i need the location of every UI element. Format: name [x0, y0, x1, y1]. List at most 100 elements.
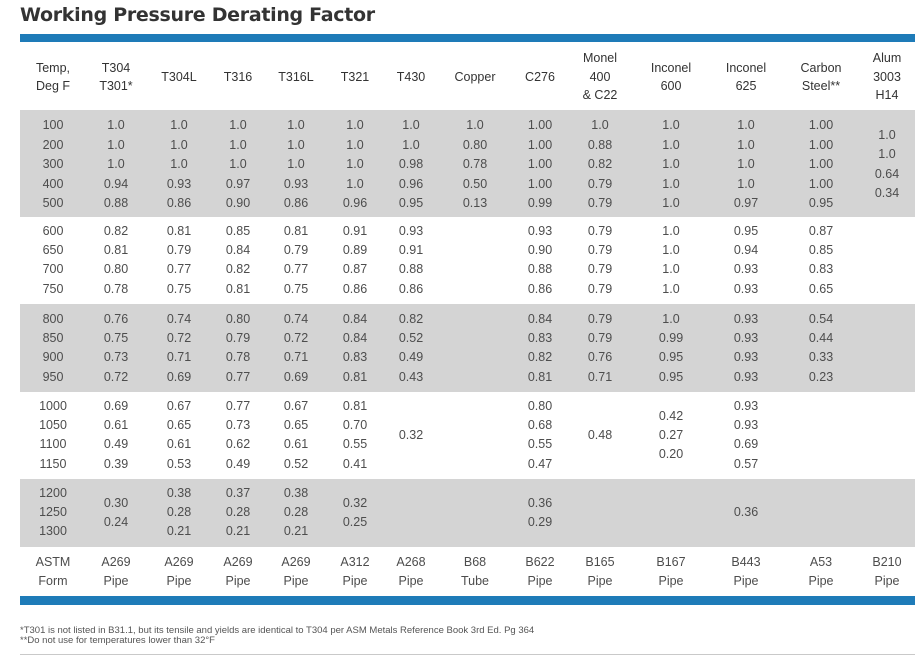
cell-copper: 1.0 — [466, 118, 484, 132]
header-line: Inconel — [725, 60, 767, 75]
cell-temp: 850 — [42, 331, 64, 346]
cell-copper: Tube — [460, 574, 490, 589]
cell-c276: 1.00 — [527, 176, 553, 191]
footnote-t301: *T301 is not listed in B31.1, but its te… — [20, 625, 535, 636]
cell-inconel-625: 0.93 — [733, 350, 759, 365]
cell-c276: 0.83 — [527, 331, 553, 346]
cell-inconel-625: 0.93 — [733, 262, 759, 277]
header-copper: Copper — [420, 68, 530, 87]
cell-t304: 0.80 — [103, 262, 129, 277]
header-line: H14 — [875, 88, 899, 103]
header-t304l: T304L — [124, 68, 234, 87]
cell-inconel-600: 0.99 — [658, 331, 684, 346]
cell-t316l: 0.72 — [283, 331, 309, 346]
cell-t316l: 1.0 — [287, 137, 305, 152]
shaded-row-group — [20, 479, 915, 547]
cell-t316: 0.49 — [225, 456, 251, 471]
header-line: T430 — [396, 69, 426, 84]
cell-t321: A312 — [340, 555, 370, 569]
cell-carbon-steel: 0.83 — [808, 262, 834, 277]
cell-t304l: 0.75 — [166, 281, 192, 296]
cell-t321: Pipe — [342, 574, 368, 589]
cell-t316: 0.78 — [225, 350, 251, 365]
cell-t430: 0.52 — [398, 331, 424, 346]
cell-c276: 0.80 — [527, 399, 553, 413]
cell-t304: 0.73 — [103, 350, 129, 365]
cell-carbon-steel: 0.33 — [808, 350, 834, 365]
cell-c276: 0.86 — [527, 281, 553, 296]
cell-carbon-steel: 0.23 — [808, 369, 834, 384]
cell-inconel-600: 0.42 — [658, 408, 684, 423]
cell-t316: 0.84 — [225, 243, 251, 258]
cell-t316l: 0.71 — [283, 350, 309, 365]
cell-inconel-600: B167 — [656, 555, 686, 569]
cell-t316l: Pipe — [283, 574, 309, 589]
cell-t304l: 0.38 — [166, 486, 192, 500]
cell-t316l: 0.28 — [283, 505, 309, 520]
cell-t321: 1.0 — [346, 176, 364, 191]
table-bottom-border — [20, 596, 915, 605]
cell-t430: 0.96 — [398, 176, 424, 191]
cell-inconel-600: 0.27 — [658, 427, 684, 442]
cell-t316l: 0.52 — [283, 456, 309, 471]
cell-monel: 0.88 — [587, 137, 613, 152]
header-line: & C22 — [582, 88, 618, 103]
cell-alum: 1.0 — [878, 127, 896, 142]
cell-t430: 0.82 — [398, 312, 424, 326]
cell-c276: 0.29 — [527, 514, 553, 529]
cell-temp: 1100 — [39, 437, 67, 452]
cell-t321: 0.83 — [342, 350, 368, 365]
cell-c276: 0.55 — [527, 437, 553, 452]
cell-monel: 0.48 — [587, 427, 613, 442]
cell-copper: 0.78 — [462, 157, 488, 171]
cell-alum: 1.0 — [878, 147, 896, 162]
cell-t304l: Pipe — [166, 574, 192, 589]
cell-carbon-steel: 0.95 — [808, 196, 834, 210]
cell-inconel-625: 0.93 — [733, 312, 759, 326]
cell-temp: 200 — [42, 137, 64, 152]
cell-t304: Pipe — [103, 574, 129, 589]
cell-carbon-steel: Pipe — [808, 574, 834, 589]
cell-c276: 0.68 — [527, 418, 553, 433]
header-line: Temp, — [35, 60, 71, 75]
table-top-border — [20, 34, 915, 42]
cell-t316l: 0.38 — [283, 486, 309, 500]
cell-t304l: 0.72 — [166, 331, 192, 346]
cell-inconel-600: 1.0 — [662, 262, 680, 277]
cell-inconel-625: 0.93 — [733, 418, 759, 433]
cell-t316: 1.0 — [229, 137, 247, 152]
cell-inconel-625: B443 — [731, 555, 761, 569]
cell-t304: 0.82 — [103, 224, 129, 238]
header-line: T316L — [278, 69, 314, 84]
cell-t316l: 0.61 — [283, 437, 309, 452]
cell-inconel-625: 0.93 — [733, 281, 759, 296]
cell-alum: 0.64 — [874, 166, 900, 181]
header-t316l: T316L — [241, 68, 351, 87]
cell-t321: 1.0 — [346, 118, 364, 132]
cell-t321: 0.84 — [342, 331, 368, 346]
cell-carbon-steel: 1.00 — [808, 137, 834, 152]
cell-t321: 0.96 — [342, 196, 368, 210]
cell-t304: 0.94 — [103, 176, 129, 191]
cell-inconel-625: 1.0 — [737, 157, 755, 171]
cell-t430: 0.93 — [398, 224, 424, 238]
cell-t321: 0.41 — [342, 456, 368, 471]
cell-carbon-steel: 1.00 — [808, 157, 834, 171]
cell-t304l: 1.0 — [170, 157, 188, 171]
cell-t430: 0.49 — [398, 350, 424, 365]
cell-t316: 0.62 — [225, 437, 251, 452]
cell-t316l: 0.67 — [283, 399, 309, 413]
header-line: T304 — [101, 60, 131, 75]
cell-t316: 0.28 — [225, 505, 251, 520]
cell-monel: B165 — [585, 555, 615, 569]
header-temp: Temp, Deg F — [0, 59, 108, 96]
cell-t304: 1.0 — [107, 118, 125, 132]
cell-copper: 0.50 — [462, 176, 488, 191]
cell-t316l: 1.0 — [287, 118, 305, 132]
cell-inconel-600: 1.0 — [662, 176, 680, 191]
cell-inconel-600: 1.0 — [662, 281, 680, 296]
cell-t430: 1.0 — [402, 137, 420, 152]
cell-temp: 400 — [42, 176, 64, 191]
cell-temp: 750 — [42, 281, 64, 296]
cell-t316: 0.77 — [225, 369, 251, 384]
